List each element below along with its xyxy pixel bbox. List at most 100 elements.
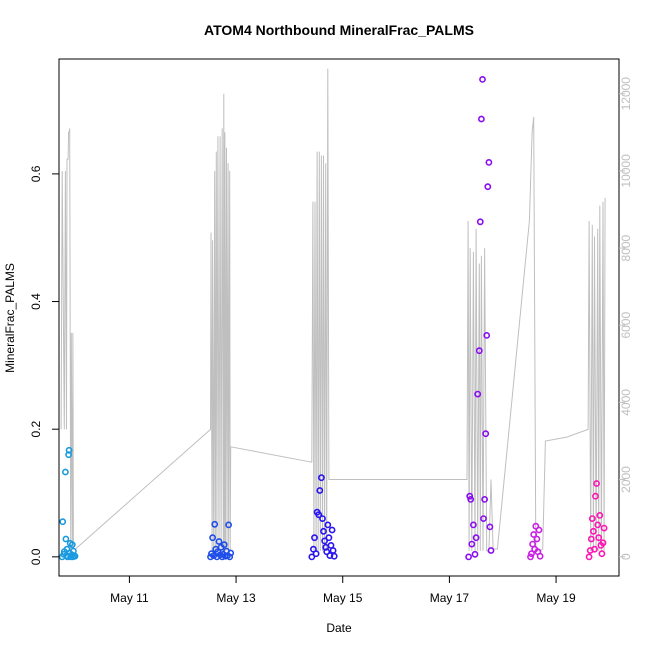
right-tick-label: 12000 xyxy=(619,77,633,111)
data-point xyxy=(328,526,336,534)
right-tick-label: 8000 xyxy=(619,234,633,261)
data-point xyxy=(68,541,76,549)
data-point xyxy=(319,515,326,522)
data-point xyxy=(329,547,337,554)
data-point xyxy=(484,183,492,191)
x-tick-label: May 11 xyxy=(110,591,149,605)
x-tick-label: May 17 xyxy=(430,591,470,605)
scatter-series-3 xyxy=(308,474,338,561)
data-point xyxy=(481,495,488,503)
data-point xyxy=(536,552,544,560)
data-point xyxy=(591,545,598,553)
data-point xyxy=(600,524,608,532)
right-tick-label: 6000 xyxy=(619,312,633,339)
data-point xyxy=(533,535,541,543)
plot-frame xyxy=(58,58,620,577)
data-point xyxy=(474,390,482,398)
right-tick-label: 2000 xyxy=(619,466,633,493)
data-point xyxy=(330,552,338,560)
data-point xyxy=(326,552,334,559)
data-point xyxy=(480,515,487,522)
data-point xyxy=(532,522,540,530)
right-tick-label: 0 xyxy=(619,553,633,560)
points-layer xyxy=(58,76,608,561)
data-point xyxy=(585,553,593,561)
right-tick-label: 4000 xyxy=(619,389,633,416)
data-point xyxy=(599,539,607,547)
data-point xyxy=(62,535,70,543)
data-point xyxy=(487,547,495,554)
data-point xyxy=(527,553,534,561)
data-point xyxy=(595,534,603,542)
data-point xyxy=(530,531,538,538)
right-axis: 0 2000 4000 6000 8000 10000 12000 xyxy=(619,77,633,560)
scatter-series-1 xyxy=(58,446,79,561)
data-point xyxy=(65,446,73,454)
x-axis-label: Date xyxy=(326,621,352,635)
data-point xyxy=(312,550,320,558)
data-point xyxy=(59,518,67,526)
data-point xyxy=(596,512,604,519)
right-tick-label: 10000 xyxy=(619,154,633,188)
data-point xyxy=(466,492,474,500)
data-point xyxy=(476,218,484,226)
data-point xyxy=(317,474,325,482)
data-point xyxy=(598,550,606,558)
data-point xyxy=(485,158,493,166)
data-point xyxy=(207,553,214,561)
data-point xyxy=(226,553,234,561)
scatter-series-2 xyxy=(207,520,235,561)
data-point xyxy=(220,541,228,549)
y-tick-label: 0.6 xyxy=(29,165,43,182)
scatter-series-5 xyxy=(527,522,544,561)
altitude-layer xyxy=(60,68,606,552)
y-tick-label: 0.2 xyxy=(29,421,43,438)
altitude-line xyxy=(60,68,606,552)
data-point xyxy=(535,526,543,534)
data-point xyxy=(468,540,476,548)
data-point xyxy=(316,487,324,494)
data-point xyxy=(210,552,218,559)
data-point xyxy=(211,520,219,528)
x-tick-label: May 15 xyxy=(323,591,363,605)
data-point xyxy=(325,534,333,542)
data-point xyxy=(320,527,327,535)
data-point xyxy=(311,534,318,542)
y-axis-label: MineralFrac_PALMS xyxy=(3,263,17,373)
scatter-series-6 xyxy=(585,480,608,561)
x-tick-label: May 19 xyxy=(536,591,576,605)
data-point xyxy=(71,552,79,560)
data-point xyxy=(321,537,328,545)
data-point xyxy=(593,480,600,487)
data-point xyxy=(323,548,331,556)
data-point xyxy=(588,515,596,522)
data-point xyxy=(308,553,316,561)
data-point xyxy=(465,553,472,561)
data-point xyxy=(215,538,223,545)
data-point xyxy=(475,347,483,355)
data-point xyxy=(209,534,216,542)
chart-title: ATOM4 Northbound MineralFrac_PALMS xyxy=(204,22,474,38)
y-tick-label: 0.0 xyxy=(29,548,43,565)
data-point xyxy=(225,521,232,529)
x-tick-label: May 13 xyxy=(216,591,256,605)
scatter-series-4 xyxy=(465,76,495,561)
data-point xyxy=(486,523,494,531)
data-point xyxy=(590,527,597,535)
x-axis: May 11 May 13 May 15 May 17 May 19 xyxy=(110,576,576,605)
y-axis: 0.0 0.2 0.4 0.6 xyxy=(29,165,59,565)
data-point xyxy=(472,534,480,542)
data-point xyxy=(471,550,479,558)
data-point xyxy=(477,115,485,123)
data-point xyxy=(324,521,332,529)
data-point xyxy=(587,535,595,543)
data-point xyxy=(482,430,490,438)
data-point xyxy=(467,495,475,503)
data-point xyxy=(592,492,599,500)
data-point xyxy=(479,76,486,83)
data-point xyxy=(62,468,69,476)
data-point xyxy=(315,511,323,519)
data-point xyxy=(469,521,477,529)
data-point xyxy=(227,549,235,557)
